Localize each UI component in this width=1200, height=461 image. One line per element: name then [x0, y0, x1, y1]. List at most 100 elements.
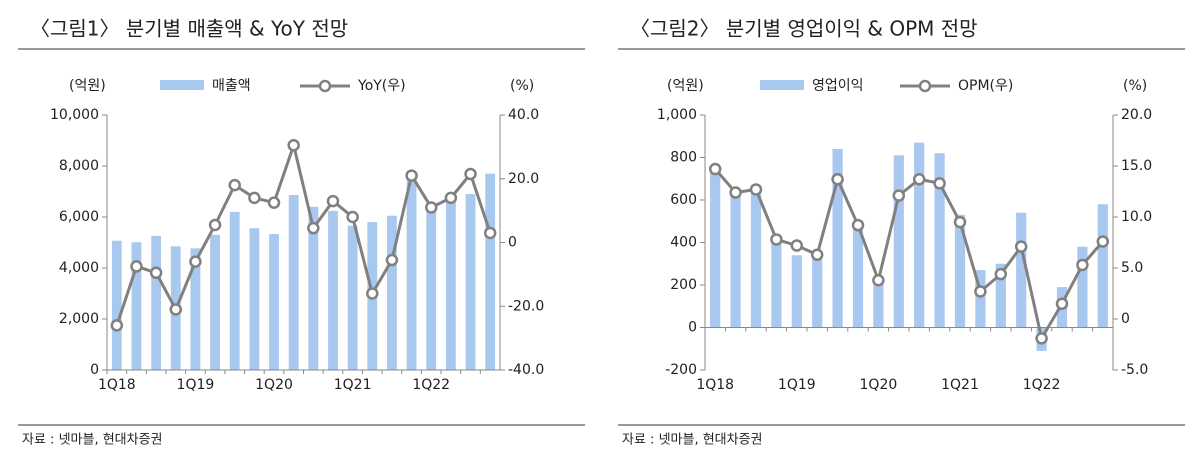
line-marker [1076, 258, 1089, 272]
bar [873, 280, 884, 328]
y-tick-label: 8,000 [59, 158, 99, 174]
bar [111, 240, 122, 370]
x-tick-label: 1Q18 [696, 377, 734, 393]
line-marker [831, 173, 844, 186]
y2-tick-label: -40.0 [508, 362, 544, 378]
chart-title: 〈그림1〉 분기별 매출액 & YoY 전망 [30, 17, 348, 41]
line-marker [464, 167, 477, 181]
y2-tick-label: -5.0 [1121, 362, 1148, 378]
legend-marker [318, 79, 332, 93]
y2-axis-unit: (%) [510, 78, 534, 94]
line-marker [307, 221, 320, 235]
line-marker [444, 191, 458, 205]
line-marker [933, 177, 946, 190]
x-tick-label: 1Q20 [255, 377, 293, 393]
y2-axis-unit: (%) [1123, 78, 1147, 94]
y2-tick-label: -20.0 [508, 298, 544, 314]
bar [750, 191, 762, 328]
line-marker [228, 178, 241, 192]
bar [1077, 246, 1088, 328]
line-marker [729, 186, 742, 199]
bar [465, 194, 476, 370]
y-tick-label: 200 [670, 277, 697, 293]
source: 자료 : 넷마블, 현대차증권 [622, 433, 763, 448]
y-tick-label: 400 [670, 235, 697, 251]
bar [893, 155, 904, 328]
bar [791, 255, 802, 328]
x-tick-label: 1Q21 [941, 377, 979, 393]
line-marker [169, 303, 183, 316]
bar [151, 235, 162, 370]
y-tick-label: 4,000 [59, 260, 99, 276]
bar [954, 214, 966, 328]
legend-label: YoY(우) [357, 78, 406, 94]
bar [347, 225, 358, 370]
y-tick-label: 800 [670, 150, 697, 166]
line-marker [366, 287, 379, 300]
chart-title: 〈그림2〉 분기별 영업이익 & OPM 전망 [630, 17, 978, 41]
line-marker [708, 162, 722, 176]
line-marker [810, 248, 824, 261]
x-tick-label: 1Q18 [98, 377, 136, 393]
line-marker [912, 173, 926, 186]
y-tick-label: 0 [90, 362, 99, 378]
bar [485, 173, 496, 370]
bar [229, 211, 240, 370]
line-marker [483, 226, 497, 240]
y-tick-label: -200 [665, 362, 697, 378]
line-marker [892, 189, 906, 202]
line-marker [770, 233, 783, 246]
bar [426, 208, 437, 370]
line-marker [385, 253, 399, 267]
line-marker [1014, 240, 1028, 253]
line-marker [994, 267, 1008, 281]
legend-label: 영업이익 [812, 78, 864, 94]
line-marker [208, 218, 222, 232]
bar [730, 191, 741, 328]
bar [1097, 204, 1108, 328]
y-tick-label: 1,000 [657, 107, 697, 123]
line-marker [110, 319, 124, 332]
y-axis-unit: (억원) [69, 78, 106, 94]
line-marker [974, 285, 987, 298]
bar [1016, 212, 1027, 328]
bar [934, 153, 945, 328]
x-tick-label: 1Q22 [1023, 377, 1061, 393]
y-tick-label: 10,000 [50, 107, 99, 123]
y-tick-label: 2,000 [59, 311, 99, 327]
line-marker [1035, 332, 1048, 345]
y2-tick-label: 20.0 [1121, 107, 1152, 123]
bar [995, 263, 1006, 328]
y2-tick-label: 0 [508, 235, 517, 251]
legend-label: OPM(우) [958, 78, 1013, 94]
line-marker [1055, 297, 1069, 310]
bar [812, 257, 823, 328]
bar [210, 234, 220, 370]
line-marker [790, 239, 804, 252]
bar [832, 149, 843, 328]
x-tick-label: 1Q20 [860, 377, 898, 393]
legend-marker [918, 79, 932, 93]
bar [975, 270, 986, 328]
line-marker [248, 191, 261, 205]
y2-tick-label: 5.0 [1121, 260, 1143, 276]
x-tick-label: 1Q21 [334, 377, 372, 393]
line-marker [287, 139, 300, 152]
source: 자료 : 넷마블, 현대차증권 [22, 433, 163, 448]
y2-tick-label: 40.0 [508, 107, 539, 123]
line-marker [189, 255, 202, 268]
line-marker [267, 196, 281, 209]
line-marker [326, 194, 340, 208]
bar [771, 240, 782, 328]
line-marker [424, 201, 438, 214]
line-marker [953, 215, 967, 229]
legend-swatch [160, 80, 204, 90]
bar [328, 210, 338, 370]
bar [288, 195, 299, 370]
bar [445, 201, 456, 370]
line-marker [749, 183, 763, 196]
line-marker [405, 169, 418, 182]
bar [387, 215, 397, 370]
y-tick-label: 600 [670, 192, 697, 208]
